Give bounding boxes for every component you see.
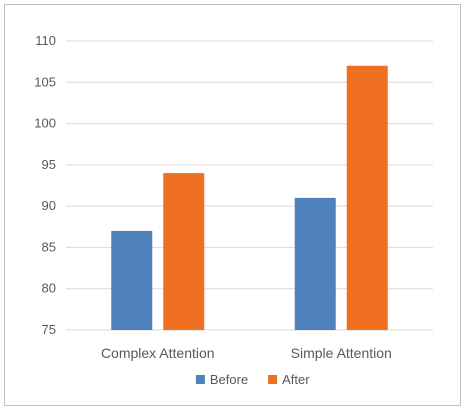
legend-label-after: After (282, 372, 310, 387)
x-axis-category-labels: Complex Attention Simple Attention (101, 345, 392, 361)
bar-before-1 (111, 230, 153, 330)
legend-swatch-after (268, 375, 278, 384)
y-tick-label: 105 (34, 74, 56, 89)
legend: Before After (195, 372, 310, 387)
legend-swatch-before (195, 375, 205, 384)
x-category-label: Simple Attention (291, 345, 392, 361)
bar-after-2 (346, 65, 388, 331)
y-axis-tick-labels: 75 80 85 90 95 100 105 110 (34, 33, 56, 337)
legend-label-before: Before (210, 372, 248, 387)
bar-before-2 (294, 197, 336, 330)
bar-after-1 (163, 173, 205, 330)
y-tick-label: 80 (42, 281, 56, 296)
y-tick-label: 75 (42, 322, 56, 337)
y-tick-label: 90 (42, 198, 56, 213)
y-tick-label: 100 (34, 116, 56, 131)
y-tick-label: 85 (42, 239, 56, 254)
x-category-label: Complex Attention (101, 345, 215, 361)
bars (111, 65, 388, 331)
y-tick-label: 95 (42, 157, 56, 172)
y-tick-label: 110 (35, 33, 56, 48)
